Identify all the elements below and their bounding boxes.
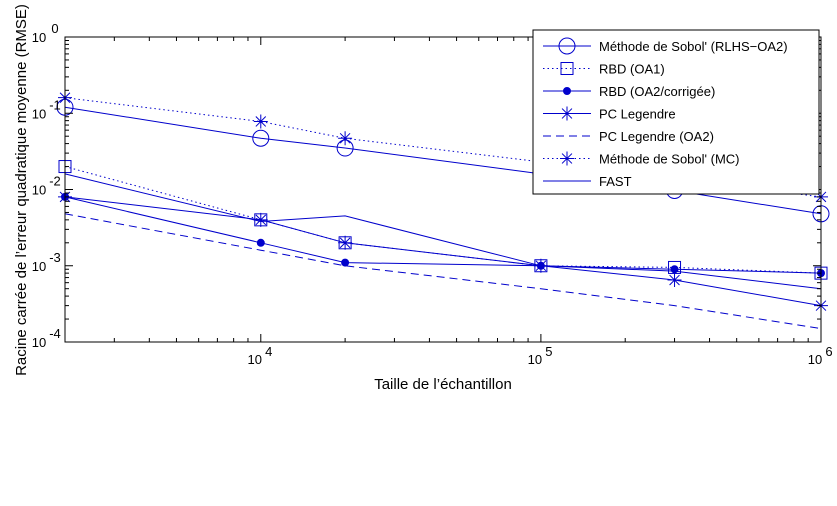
legend-marker — [563, 87, 571, 95]
data-point — [341, 258, 350, 267]
legend-box — [532, 29, 820, 195]
legend-label: PC Legendre — [599, 107, 676, 122]
series-line — [64, 196, 822, 307]
data-point — [338, 235, 353, 250]
legend-label: FAST — [599, 174, 632, 189]
legend-item: Méthode de Sobol' (MC) — [543, 151, 740, 167]
y-tick-exponent: -3 — [49, 250, 61, 265]
x-tick-exponent: 5 — [545, 344, 552, 359]
y-tick-exponent: -1 — [49, 97, 61, 112]
legend-label: RBD (OA2/corrigée) — [599, 84, 715, 99]
plot-frame — [64, 36, 822, 343]
y-tick-exponent: -4 — [49, 326, 61, 341]
data-point — [253, 212, 268, 227]
y-tick-exponent: 0 — [51, 21, 58, 36]
data-point — [253, 114, 268, 129]
x-axis-label: Taille de l’échantillon — [374, 376, 512, 393]
legend-label: Méthode de Sobol' (MC) — [599, 152, 740, 167]
legend-marker — [558, 37, 576, 55]
legend-item: PC Legendre — [543, 106, 676, 122]
legend-marker — [560, 106, 574, 121]
legend-item: PC Legendre (OA2) — [543, 129, 714, 144]
legend-item: FAST — [543, 174, 632, 189]
legend-marker — [560, 151, 574, 166]
legend: Méthode de Sobol' (RLHS−OA2) RBD (OA1) RBD… — [532, 29, 820, 195]
series-5 — [64, 213, 822, 330]
data-point — [667, 273, 682, 288]
y-tick-label: 10 — [32, 259, 46, 274]
legend-item: RBD (OA1) — [543, 62, 665, 77]
legend-marker — [560, 62, 574, 75]
legend-item: Méthode de Sobol' (RLHS−OA2) — [543, 37, 788, 55]
legend-label: Méthode de Sobol' (RLHS−OA2) — [599, 39, 788, 54]
x-tick-label: 10 — [528, 352, 542, 367]
y-tick-label: 10 — [32, 30, 46, 45]
legend-label: PC Legendre (OA2) — [599, 129, 714, 144]
series-line — [64, 213, 822, 330]
y-tick-exponent: -2 — [49, 174, 61, 189]
data-point — [252, 129, 270, 147]
series-line — [64, 196, 822, 274]
data-point — [338, 131, 353, 146]
y-axis-label: Racine carrée de l’erreur quadratique mo… — [13, 4, 30, 376]
series-layer — [56, 90, 830, 330]
legend-items: Méthode de Sobol' (RLHS−OA2) RBD (OA1) RBD… — [543, 37, 788, 189]
x-tick-label: 10 — [248, 352, 262, 367]
data-point — [256, 238, 265, 247]
y-tick-label: 10 — [32, 335, 46, 350]
x-tick-label: 10 — [808, 352, 822, 367]
legend-label: RBD (OA1) — [599, 62, 665, 77]
legend-item: RBD (OA2/corrigée) — [543, 84, 715, 99]
series-7 — [64, 173, 822, 290]
y-tick-label: 10 — [32, 183, 46, 198]
series-line — [64, 173, 822, 290]
y-tick-label: 10 — [32, 106, 46, 121]
x-tick-exponent: 4 — [265, 344, 272, 359]
x-tick-exponent: 6 — [825, 344, 832, 359]
